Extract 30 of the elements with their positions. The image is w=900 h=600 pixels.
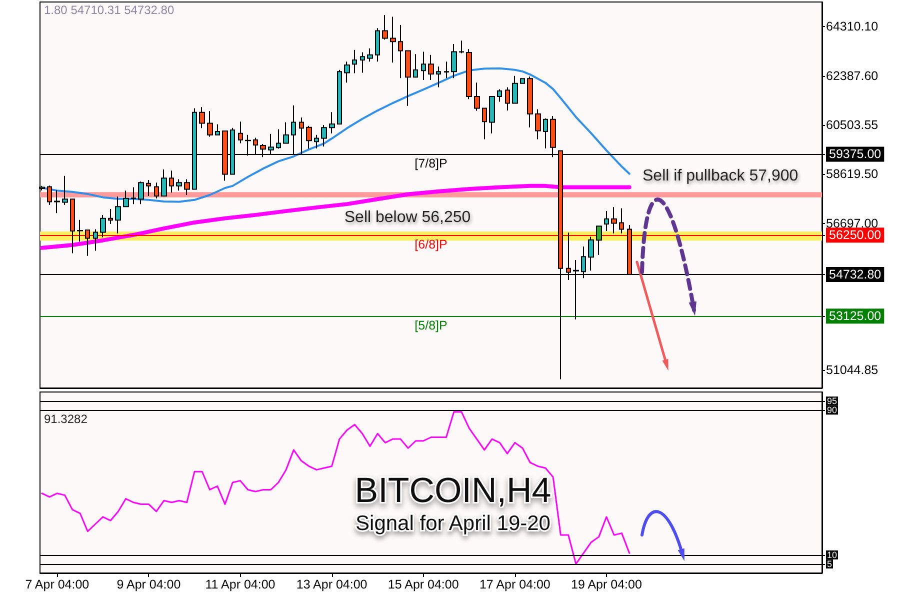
x-tick-label: 9 Apr 04:00	[116, 578, 181, 592]
text: Signal for April 19-20	[356, 512, 550, 535]
x-tick-label: 19 Apr 04:00	[571, 578, 642, 592]
x-tick-label: 11 Apr 04:00	[205, 578, 276, 592]
y-tick-label: 64310.10	[826, 19, 878, 34]
band-label: Sell below 56,250	[344, 209, 471, 226]
y-tick-label: 95	[827, 396, 838, 406]
x-tick-label: 13 Apr 04:00	[296, 578, 368, 592]
band-label: Sell if pullback 57,900	[642, 168, 798, 185]
y-tick-label: 51044.85	[826, 363, 878, 377]
x-tick-label: 7 Apr 04:00	[25, 578, 90, 592]
text: BITCOIN,H4	[354, 471, 552, 510]
y-tick-label: 10	[827, 550, 838, 560]
y-tick-label: 59375.00	[829, 147, 882, 162]
y-tick-label: 56697.00	[826, 216, 878, 231]
ref-line-label: [5/8]P	[414, 318, 448, 333]
y-tick-label: 60503.55	[826, 118, 878, 132]
annotation: 1.80 54710.31 54732.80	[44, 3, 174, 17]
y-tick-label: 90	[827, 405, 838, 416]
x-tick-label: 17 Apr 04:00	[479, 578, 550, 592]
y-tick-label: 58619.50	[826, 166, 878, 181]
ref-line-label: [7/8]P	[414, 156, 448, 171]
y-tick-label: 53125.00	[829, 309, 882, 324]
y-tick-label: 62387.60	[826, 69, 878, 84]
y-tick-label: 5	[827, 558, 832, 569]
y-tick-label: 54732.80	[829, 267, 882, 282]
annotation: 91.3282	[44, 412, 88, 426]
ref-line-label: [6/8]P	[414, 238, 448, 252]
y-tick-label: 56250.00	[829, 228, 882, 242]
x-tick-label: 15 Apr 04:00	[388, 578, 459, 592]
